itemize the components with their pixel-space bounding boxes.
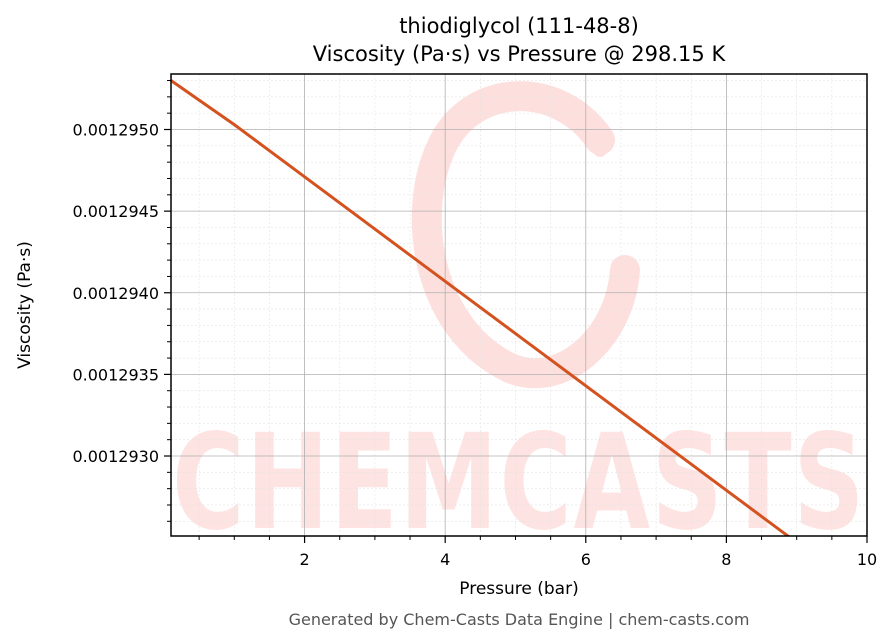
series-layer	[171, 79, 791, 536]
series-line-0	[171, 79, 791, 536]
x-tick-label: 6	[581, 550, 591, 569]
x-tick-label: 2	[299, 550, 309, 569]
watermark-logo	[411, 81, 640, 389]
watermark-text: CHEMCASTS	[172, 406, 866, 560]
x-axis: 2 4 6 8 10	[198, 536, 877, 569]
y-tick-label: 0.0012930	[72, 447, 159, 466]
y-axis-label: Viscosity (Pa·s)	[15, 241, 35, 369]
x-tick-label: 8	[721, 550, 731, 569]
x-axis-label: Pressure (bar)	[459, 579, 578, 599]
chart-title: thiodiglycol (111-48-8)	[399, 14, 639, 38]
y-tick-label: 0.0012945	[72, 202, 159, 221]
x-tick-label: 4	[440, 550, 450, 569]
y-tick-label: 0.0012940	[72, 284, 159, 303]
footer-credit: Generated by Chem-Casts Data Engine | ch…	[289, 610, 750, 629]
y-axis: 0.0012930 0.0012935 0.0012940 0.0012945 0.00…	[72, 80, 171, 522]
y-tick-label: 0.0012935	[72, 365, 159, 384]
chart-subtitle: Viscosity (Pa·s) vs Pressure @ 298.15 K	[313, 42, 727, 66]
plot-frame	[170, 73, 868, 537]
x-tick-label: 10	[857, 550, 877, 569]
minor-grid	[171, 74, 867, 536]
watermark: CHEMCASTS	[172, 81, 866, 560]
y-tick-label: 0.0012950	[72, 121, 159, 140]
